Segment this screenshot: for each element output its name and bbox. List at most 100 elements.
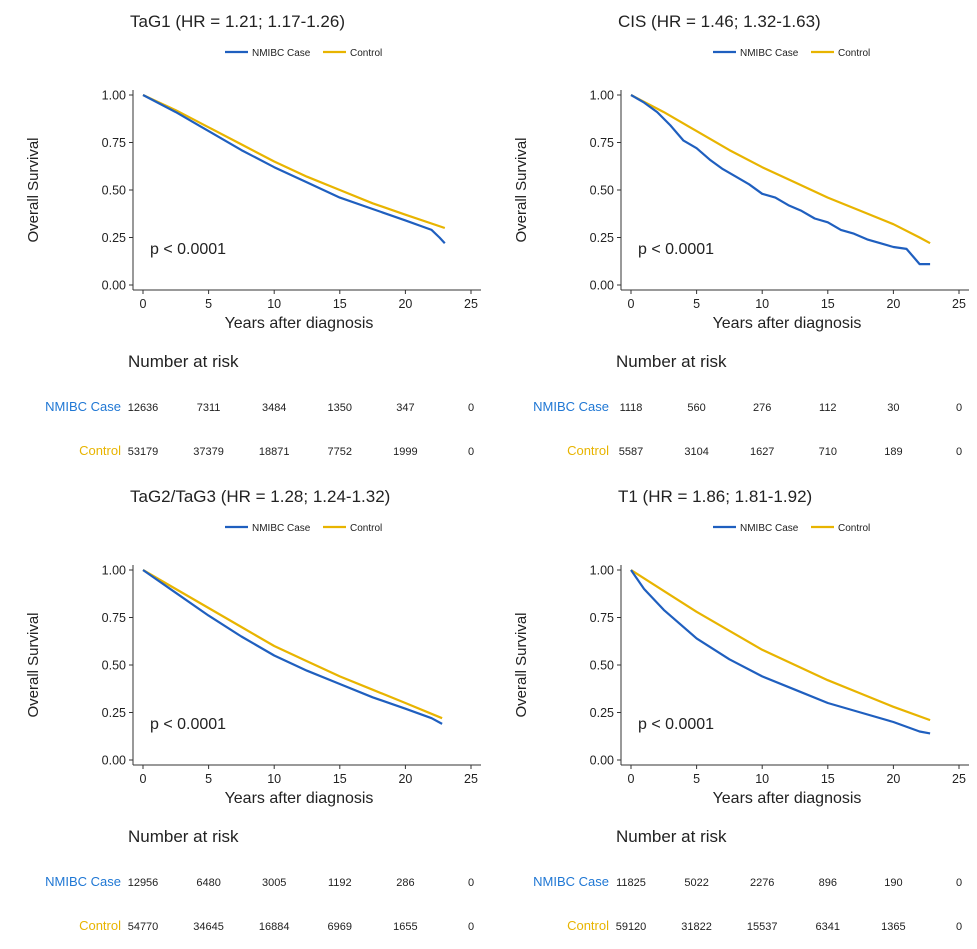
risk-cell: 3484: [262, 402, 286, 414]
y-tick-label: 0.00: [590, 279, 614, 293]
risk-row-label: NMIBC Case: [45, 874, 121, 889]
x-tick-label: 25: [952, 772, 966, 786]
p-value-annotation: p < 0.0001: [150, 716, 226, 733]
legend-label-nmibc: NMIBC Case: [252, 48, 311, 59]
risk-cell: 3005: [262, 877, 286, 889]
panel-tag1: TaG1 (HR = 1.21; 1.17-1.26) NMIBC Case Con…: [0, 0, 488, 474]
risk-cell: 896: [819, 877, 837, 889]
risk-cell: 30: [887, 402, 899, 414]
legend-label-control: Control: [838, 523, 870, 534]
risk-row-label: NMIBC Case: [533, 874, 609, 889]
series-line-control: [142, 569, 443, 720]
risk-cell: 0: [956, 446, 962, 458]
p-value-annotation: p < 0.0001: [150, 241, 226, 258]
risk-cell: 6341: [816, 921, 840, 933]
risk-cell: 1365: [881, 921, 905, 933]
risk-table-row: Control 59120 31822 15537 6341 1365 0: [567, 918, 962, 933]
risk-table-row: Control 53179 37379 18871 7752 1999 0: [79, 443, 474, 458]
y-axis-label: Overall Survival: [25, 137, 42, 242]
chart-title: T1 (HR = 1.86; 1.81-1.92): [618, 487, 812, 506]
legend: NMIBC Case Control: [713, 523, 870, 534]
risk-table-title: Number at risk: [128, 352, 239, 371]
risk-cell: 0: [956, 402, 962, 414]
y-axis-label: Overall Survival: [25, 612, 42, 717]
risk-cell: 276: [753, 402, 771, 414]
panel-tag2-tag3: TaG2/TaG3 (HR = 1.28; 1.24-1.32) NMIBC Ca…: [0, 475, 488, 949]
x-tick-label: 20: [398, 297, 412, 311]
x-tick-label: 10: [755, 772, 769, 786]
risk-cell: 12636: [128, 402, 159, 414]
legend-label-nmibc: NMIBC Case: [740, 523, 799, 534]
risk-cell: 1350: [328, 402, 352, 414]
series-line-nmibc-case: [630, 569, 931, 735]
risk-table-row: NMIBC Case 12636 7311 3484 1350 347 0: [45, 399, 474, 414]
risk-table-title: Number at risk: [128, 827, 239, 846]
x-tick-label: 10: [267, 772, 281, 786]
risk-cell: 53179: [128, 446, 159, 458]
risk-row-label: Control: [79, 443, 121, 458]
y-axis-label: Overall Survival: [513, 137, 530, 242]
legend: NMIBC Case Control: [225, 48, 382, 59]
risk-table-row: NMIBC Case 1118 560 276 112 30 0: [533, 399, 962, 414]
risk-cell: 190: [884, 877, 902, 889]
x-tick-label: 0: [140, 297, 147, 311]
x-tick-label: 15: [333, 297, 347, 311]
p-value-annotation: p < 0.0001: [638, 716, 714, 733]
y-tick-label: 0.00: [590, 754, 614, 768]
risk-cell: 31822: [681, 921, 712, 933]
risk-cell: 0: [468, 402, 474, 414]
risk-cell: 560: [687, 402, 705, 414]
x-tick-label: 0: [140, 772, 147, 786]
x-tick-label: 5: [693, 297, 700, 311]
legend: NMIBC Case Control: [225, 523, 382, 534]
x-tick-label: 20: [886, 297, 900, 311]
series-line-control: [630, 569, 931, 722]
x-tick-label: 20: [398, 772, 412, 786]
risk-cell: 2276: [750, 877, 774, 889]
km-plot-tag2-tag3: TaG2/TaG3 (HR = 1.28; 1.24-1.32) NMIBC Ca…: [25, 487, 481, 933]
x-axis-label: Years after diagnosis: [713, 790, 862, 807]
x-tick-label: 10: [755, 297, 769, 311]
risk-cell: 15537: [747, 921, 778, 933]
series-line-nmibc-case: [142, 569, 443, 725]
risk-cell: 6969: [328, 921, 352, 933]
risk-cell: 16884: [259, 921, 290, 933]
x-tick-label: 15: [821, 772, 835, 786]
y-tick-label: 0.25: [102, 231, 126, 245]
risk-cell: 0: [956, 877, 962, 889]
chart-title: CIS (HR = 1.46; 1.32-1.63): [618, 12, 821, 31]
km-plot-cis: CIS (HR = 1.46; 1.32-1.63) NMIBC Case Cont…: [513, 12, 969, 458]
legend-label-nmibc: NMIBC Case: [252, 523, 311, 534]
risk-row-label: Control: [567, 443, 609, 458]
series-line-nmibc-case: [630, 94, 931, 266]
risk-cell: 18871: [259, 446, 290, 458]
x-tick-label: 10: [267, 297, 281, 311]
series-line-control: [630, 94, 931, 245]
risk-cell: 11825: [616, 877, 646, 889]
panel-cis: CIS (HR = 1.46; 1.32-1.63) NMIBC Case Cont…: [488, 0, 976, 474]
y-tick-label: 1.00: [590, 89, 614, 103]
y-tick-label: 0.25: [102, 706, 126, 720]
risk-row-label: Control: [567, 918, 609, 933]
x-axis-label: Years after diagnosis: [713, 315, 862, 332]
x-tick-label: 5: [693, 772, 700, 786]
risk-cell: 710: [819, 446, 837, 458]
y-tick-label: 0.00: [102, 279, 126, 293]
x-tick-label: 5: [205, 772, 212, 786]
risk-cell: 12956: [128, 877, 159, 889]
risk-row-label: NMIBC Case: [45, 399, 121, 414]
risk-cell: 59120: [616, 921, 647, 933]
y-tick-label: 0.75: [590, 611, 614, 625]
legend-label-control: Control: [350, 523, 382, 534]
risk-cell: 6480: [196, 877, 220, 889]
x-axis-label: Years after diagnosis: [225, 790, 374, 807]
legend-label-nmibc: NMIBC Case: [740, 48, 799, 59]
legend-label-control: Control: [838, 48, 870, 59]
y-tick-label: 0.25: [590, 706, 614, 720]
x-tick-label: 0: [628, 297, 635, 311]
y-tick-label: 0.50: [590, 659, 614, 673]
legend: NMIBC Case Control: [713, 48, 870, 59]
risk-row-label: Control: [79, 918, 121, 933]
p-value-annotation: p < 0.0001: [638, 241, 714, 258]
risk-table-row: NMIBC Case 11825 5022 2276 896 190 0: [533, 874, 962, 889]
